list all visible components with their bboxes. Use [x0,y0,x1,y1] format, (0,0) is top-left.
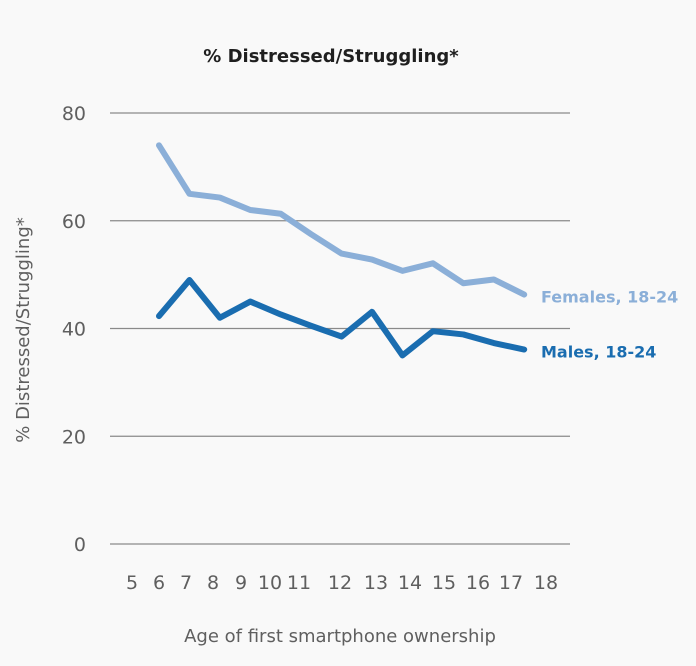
x-tick-labels: 5 6 7 8 9 10 11 12 13 14 15 16 17 18 [126,572,558,594]
x-tick-label: 10 [258,572,282,594]
x-tick-label: 18 [534,572,558,594]
series-line-females [156,142,528,298]
series-lines [156,142,528,359]
x-tick-label: 12 [328,572,352,594]
x-axis-label: Age of first smartphone ownership [184,626,496,647]
y-tick-label: 80 [62,103,86,125]
x-tick-label: 9 [235,572,247,594]
gridlines [110,112,570,545]
y-axis-label: % Distressed/Struggling* [13,217,34,443]
legend-label-females: Females, 18-24 [541,288,678,307]
x-tick-label: 17 [499,572,523,594]
x-tick-label: 5 [126,572,138,594]
x-tick-label: 15 [432,572,456,594]
x-tick-label: 11 [287,572,311,594]
y-tick-label: 40 [62,319,86,341]
y-tick-label: 60 [62,211,86,233]
x-tick-label: 6 [153,572,165,594]
x-tick-label: 16 [466,572,490,594]
y-tick-label: 0 [74,534,86,556]
y-tick-labels: 0 20 40 60 80 [62,103,86,556]
x-tick-label: 13 [364,572,388,594]
legend: Females, 18-24 Males, 18-24 [541,288,678,362]
x-tick-label: 7 [180,572,192,594]
legend-label-males: Males, 18-24 [541,343,656,362]
x-tick-label: 14 [398,572,422,594]
x-tick-label: 8 [207,572,219,594]
y-tick-label: 20 [62,426,86,448]
series-line-males [156,277,528,359]
chart-title: % Distressed/Struggling* [203,46,459,67]
